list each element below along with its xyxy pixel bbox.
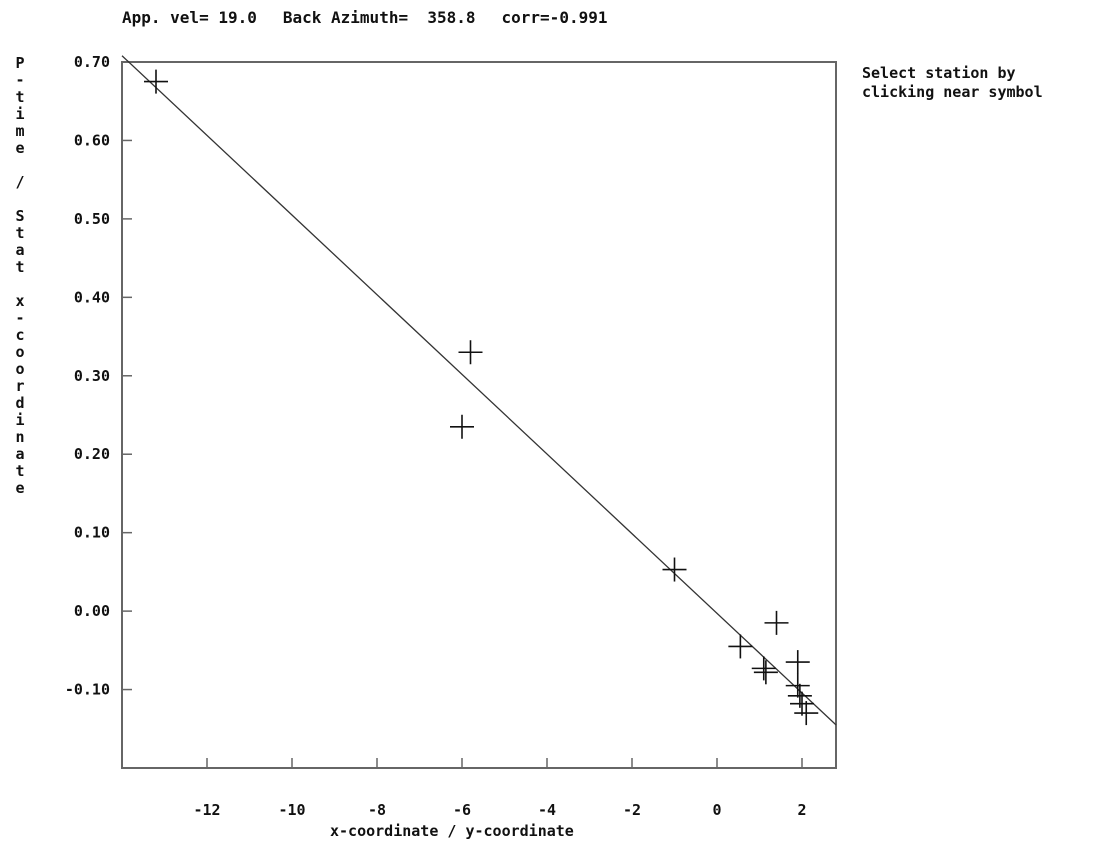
- regression-line: [121, 55, 837, 726]
- hint-line-2: clicking near symbol: [862, 83, 1043, 101]
- header-stats: App. vel= 19.0 Back Azimuth= 358.8 corr=-0…: [122, 8, 633, 27]
- x-tick-label: -4: [538, 801, 556, 819]
- x-tick-label: 0: [712, 801, 721, 819]
- y-tick-label: 0.70: [74, 53, 110, 71]
- station-markers[interactable]: [144, 69, 819, 726]
- x-tick-label: -6: [453, 801, 471, 819]
- station-marker[interactable]: [458, 340, 483, 365]
- station-marker[interactable]: [751, 656, 776, 681]
- y-tick-label: 0.30: [74, 367, 110, 385]
- y-tick-label: -0.10: [65, 681, 110, 699]
- x-axis-title: x-coordinate / y-coordinate: [330, 822, 574, 840]
- station-marker[interactable]: [662, 557, 687, 582]
- y-tick-label: 0.50: [74, 210, 110, 228]
- plot-frame: [121, 61, 837, 769]
- station-marker[interactable]: [728, 634, 753, 659]
- x-tick-label: -10: [278, 801, 305, 819]
- station-marker[interactable]: [794, 701, 819, 726]
- app-velocity: App. vel= 19.0: [122, 8, 257, 27]
- y-tick-label: 0.10: [74, 524, 110, 542]
- x-tick-label: -2: [623, 801, 641, 819]
- station-marker[interactable]: [785, 650, 810, 675]
- station-marker[interactable]: [753, 660, 778, 685]
- tick-marks: [122, 61, 803, 768]
- x-tick-label: -12: [193, 801, 220, 819]
- station-marker[interactable]: [785, 673, 810, 698]
- back-azimuth: Back Azimuth= 358.8: [282, 8, 476, 27]
- y-tick-label: 0.40: [74, 288, 110, 306]
- x-tick-label: 2: [797, 801, 806, 819]
- y-tick-labels: 0.70 0.60 0.50 0.40 0.30 0.20 0.10 0.00 -0.10: [65, 53, 110, 699]
- station-marker[interactable]: [764, 610, 789, 635]
- y-tick-label: 0.00: [74, 602, 110, 620]
- station-marker[interactable]: [790, 691, 814, 716]
- select-station-hint: Select station by clicking near symbol: [862, 64, 1043, 102]
- station-marker[interactable]: [144, 69, 168, 94]
- y-tick-label: 0.60: [74, 131, 110, 149]
- y-tick-label: 0.20: [74, 445, 110, 463]
- hint-line-1: Select station by: [862, 64, 1016, 82]
- x-tick-labels: -12 -10 -8 -6 -4 -2 0 2: [193, 801, 806, 819]
- x-tick-label: -8: [368, 801, 386, 819]
- station-marker[interactable]: [450, 414, 474, 439]
- correlation: corr=-0.991: [501, 8, 608, 27]
